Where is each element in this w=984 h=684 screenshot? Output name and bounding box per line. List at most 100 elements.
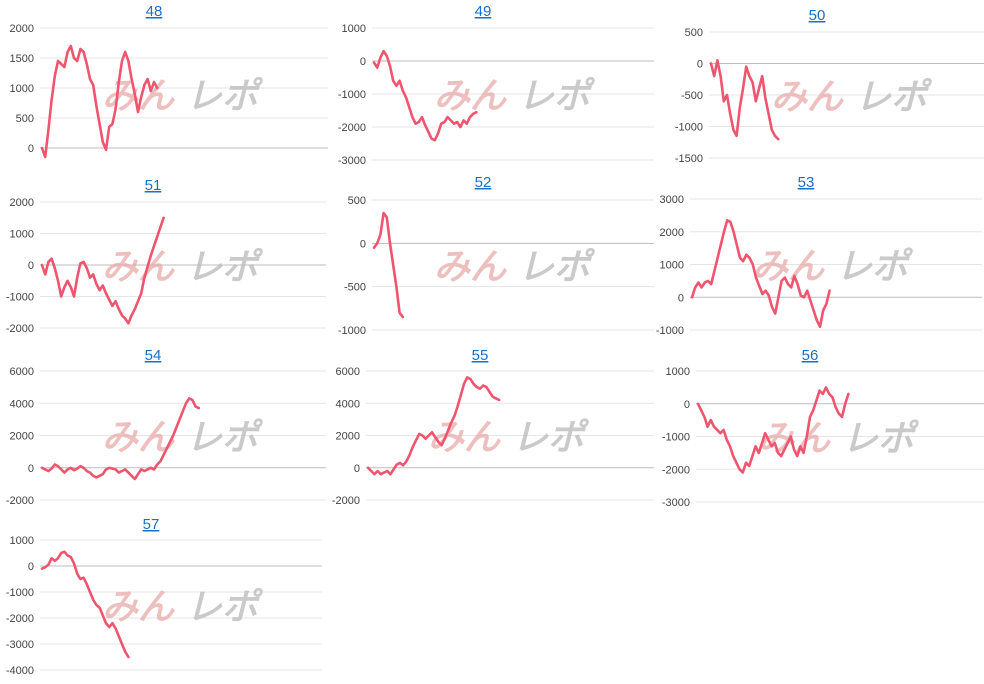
y-tick-label: -2000 <box>6 495 34 507</box>
y-tick-label: 0 <box>360 238 366 250</box>
watermark-right: レポ <box>186 76 264 117</box>
chart-55: 6000 4000 2000 0 -2000 55 みん レポ <box>332 347 654 507</box>
y-tick-label: 4000 <box>10 398 34 410</box>
y-tick-label: 2000 <box>10 197 34 209</box>
y-tick-label: -3000 <box>6 639 34 651</box>
series-line <box>372 49 478 142</box>
y-tick-label: 500 <box>348 195 366 207</box>
y-tick-label: -2000 <box>6 613 34 625</box>
y-tick-label: 0 <box>678 292 684 304</box>
y-tick-label: 1500 <box>10 53 34 65</box>
watermark-left: みん <box>102 587 175 628</box>
watermark-right: レポ <box>836 247 914 288</box>
y-tick-label: -3000 <box>662 497 690 509</box>
y-tick-label: -1000 <box>656 325 684 337</box>
y-tick-label: -3000 <box>338 155 366 167</box>
y-tick-label: -2000 <box>338 122 366 134</box>
y-tick-label: -1500 <box>675 153 703 165</box>
series-line <box>40 550 130 659</box>
watermark-left: みん <box>771 77 844 118</box>
series-line <box>690 219 831 329</box>
series-line <box>40 216 165 325</box>
y-tick-label: 0 <box>354 463 360 475</box>
series-line <box>40 44 159 159</box>
y-tick-label: -500 <box>681 90 703 102</box>
y-tick-label: 6000 <box>336 366 360 378</box>
watermark-left: みん <box>434 76 507 117</box>
chart-title-link[interactable]: 56 <box>802 347 819 364</box>
chart-57: 1000 0 -1000 -2000 -3000 -4000 57 みん レポ <box>6 516 322 677</box>
y-tick-label: 6000 <box>10 366 34 378</box>
y-tick-label: -2000 <box>6 323 34 335</box>
y-tick-label: -1000 <box>662 432 690 444</box>
y-tick-label: 1000 <box>660 260 684 272</box>
chart-title-link[interactable]: 53 <box>798 174 815 191</box>
y-tick-label: 0 <box>28 260 34 272</box>
watermark-left: みん <box>428 418 501 459</box>
y-tick-label: 0 <box>28 143 34 155</box>
chart-title-link[interactable]: 51 <box>145 177 162 194</box>
chart-title-link[interactable]: 50 <box>809 7 826 24</box>
y-tick-label: 3000 <box>660 194 684 206</box>
watermark-right: レポ <box>186 247 264 288</box>
chart-50: 500 0 -500 -1000 -1500 50 みん レポ <box>675 7 984 165</box>
chart-title-link[interactable]: 52 <box>475 174 492 191</box>
y-tick-label: -1000 <box>338 325 366 337</box>
watermark-right: レポ <box>842 419 920 460</box>
y-tick-label: 1000 <box>666 366 690 378</box>
y-tick-label: 0 <box>28 561 34 573</box>
chart-title-link[interactable]: 57 <box>143 516 160 533</box>
chart-title-link[interactable]: 49 <box>475 3 492 20</box>
series-line <box>40 397 201 481</box>
chart-51: 2000 1000 0 -1000 -2000 51 みん レポ <box>6 177 326 335</box>
y-tick-label: 2000 <box>660 227 684 239</box>
y-tick-label: -2000 <box>332 495 360 507</box>
y-tick-label: 1000 <box>10 229 34 241</box>
y-tick-label: -1000 <box>675 122 703 134</box>
y-tick-label: -1000 <box>338 89 366 101</box>
y-tick-label: 0 <box>28 463 34 475</box>
y-tick-label: 1000 <box>10 535 34 547</box>
watermark-right: レポ <box>512 418 590 459</box>
watermark-left: みん <box>434 247 507 288</box>
chart-title-link[interactable]: 54 <box>145 347 162 364</box>
y-tick-label: 2000 <box>10 431 34 443</box>
series-line <box>696 386 850 474</box>
watermark-right: レポ <box>518 247 596 288</box>
series-line <box>372 211 405 319</box>
y-tick-label: 0 <box>360 56 366 68</box>
y-tick-label: 500 <box>685 27 703 39</box>
y-tick-label: 1000 <box>342 23 366 35</box>
chart-title-link[interactable]: 48 <box>146 3 163 20</box>
chart-49: 1000 0 -1000 -2000 -3000 49 みん レポ <box>338 3 654 167</box>
watermark-right: レポ <box>518 76 596 117</box>
watermark-right: レポ <box>855 77 933 118</box>
watermark-left: みん <box>752 247 825 288</box>
y-tick-label: 0 <box>684 399 690 411</box>
y-tick-label: -1000 <box>6 587 34 599</box>
y-tick-label: 0 <box>697 59 703 71</box>
series-line <box>366 376 501 476</box>
series-line <box>709 58 780 141</box>
y-tick-label: -4000 <box>6 665 34 677</box>
y-tick-label: 500 <box>16 113 34 125</box>
y-tick-label: -500 <box>344 282 366 294</box>
y-tick-label: -2000 <box>662 464 690 476</box>
y-tick-label: 2000 <box>10 23 34 35</box>
chart-53: 3000 2000 1000 0 -1000 53 みん レポ <box>656 174 982 337</box>
chart-52: 500 0 -500 -1000 52 みん レポ <box>338 174 654 337</box>
chart-54: 6000 4000 2000 0 -2000 54 みん レポ <box>6 347 326 507</box>
chart-title-link[interactable]: 55 <box>472 347 489 364</box>
y-tick-label: -1000 <box>6 292 34 304</box>
y-tick-label: 2000 <box>336 431 360 443</box>
y-tick-label: 1000 <box>10 83 34 95</box>
y-tick-label: 4000 <box>336 398 360 410</box>
watermark-left: みん <box>102 247 175 288</box>
watermark-left: みん <box>102 418 175 459</box>
watermark-right: レポ <box>186 587 264 628</box>
watermark-right: レポ <box>186 418 264 459</box>
